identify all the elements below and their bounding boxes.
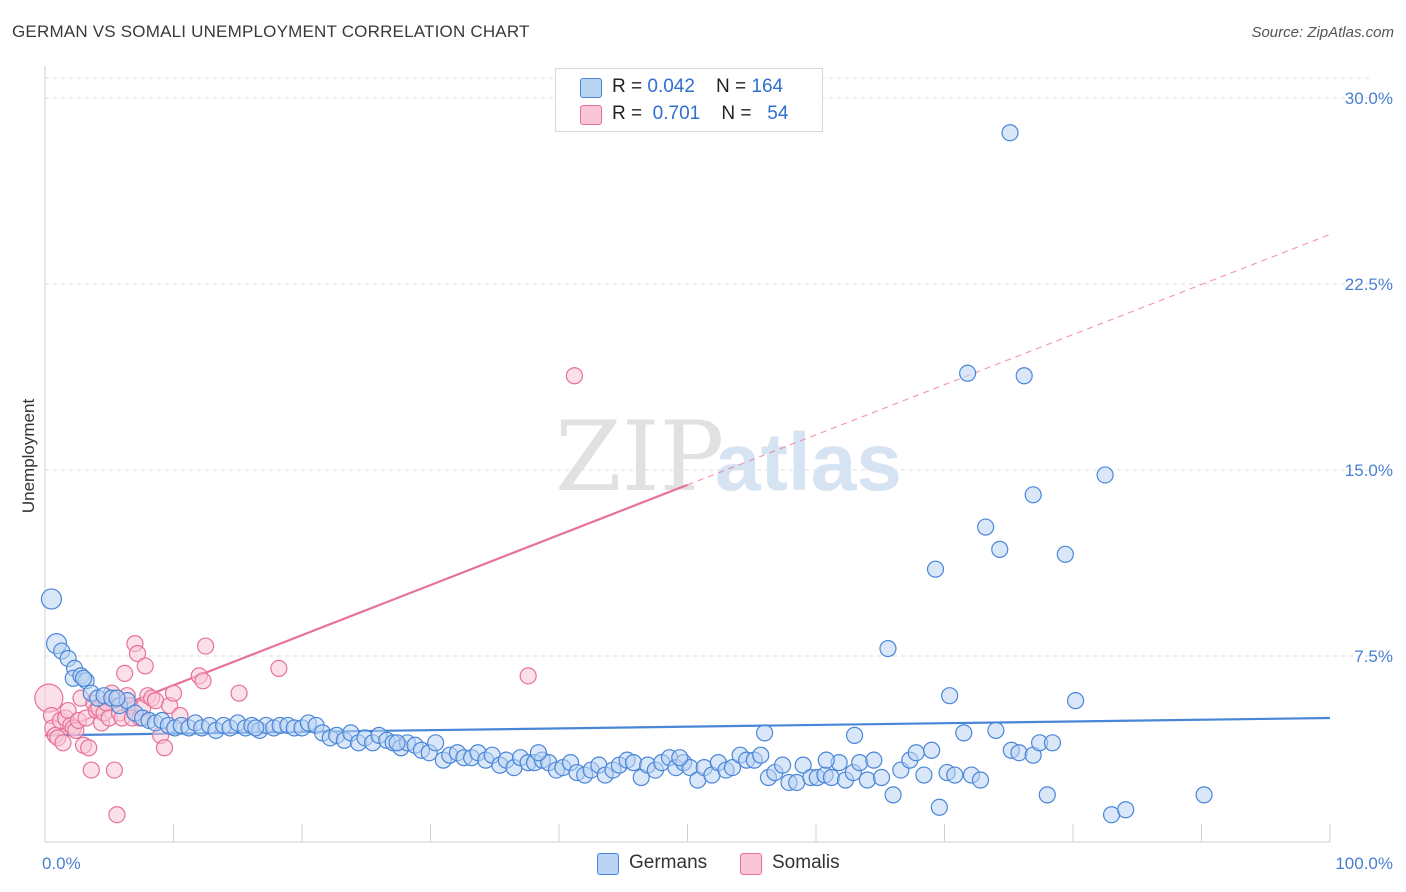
legend-somalis-r-value: 0.701 bbox=[652, 103, 701, 124]
watermark-zip: ZIP bbox=[555, 401, 724, 513]
bottom-somalis-swatch bbox=[740, 853, 762, 875]
germans-swatch bbox=[580, 78, 602, 98]
german-point-161 bbox=[247, 719, 265, 737]
tick-labels: 7.5% 15.0% 22.5% 30.0% 0.0% 100.0% bbox=[42, 89, 1393, 873]
y-tick-label-0: 7.5% bbox=[1354, 647, 1393, 666]
legend-germans-n-label: N = bbox=[716, 76, 752, 97]
german-point-85 bbox=[624, 754, 643, 772]
legend-germans-r-value: 0.042 bbox=[647, 76, 695, 97]
german-point-127 bbox=[930, 798, 948, 816]
somali-point-26 bbox=[105, 761, 123, 779]
german-point-155 bbox=[1117, 801, 1135, 819]
legend-germans-r-label: R = bbox=[612, 76, 648, 97]
german-point-147 bbox=[991, 540, 1009, 558]
somali-point-38 bbox=[136, 657, 154, 675]
german-point-156 bbox=[1195, 786, 1213, 804]
somali-point-53 bbox=[565, 367, 584, 385]
german-point-150 bbox=[1024, 486, 1042, 504]
legend-somalis-r-label: R = bbox=[612, 103, 648, 124]
german-point-142 bbox=[879, 639, 897, 658]
german-point-160 bbox=[388, 734, 406, 752]
german-point-140 bbox=[755, 724, 774, 742]
y-tick-label-2: 22.5% bbox=[1345, 275, 1393, 294]
legend-somalis-n-value: 54 bbox=[767, 103, 789, 124]
german-point-135 bbox=[1010, 744, 1028, 762]
german-point-113 bbox=[822, 768, 841, 787]
german-point-103 bbox=[752, 746, 770, 764]
german-point-145 bbox=[959, 364, 977, 382]
german-point-133 bbox=[987, 721, 1005, 740]
german-point-117 bbox=[851, 754, 869, 772]
somali-point-27 bbox=[108, 806, 126, 824]
german-point-0 bbox=[40, 588, 63, 610]
bottom-germans-label: Germans bbox=[629, 852, 708, 873]
german-point-162 bbox=[108, 689, 126, 707]
legend-germans-text: R = 0.042 N = 164 bbox=[612, 76, 783, 98]
german-point-109 bbox=[794, 756, 812, 774]
german-point-120 bbox=[872, 768, 891, 787]
legend-germans-n-value: 164 bbox=[751, 76, 784, 97]
german-point-143 bbox=[926, 560, 945, 578]
german-point-126 bbox=[923, 741, 941, 759]
german-point-138 bbox=[1038, 786, 1056, 804]
german-point-125 bbox=[915, 766, 933, 784]
german-point-151 bbox=[1056, 545, 1074, 563]
german-point-106 bbox=[773, 756, 792, 774]
somali-point-6 bbox=[54, 734, 72, 752]
somali-point-52 bbox=[519, 667, 537, 685]
somali-point-51 bbox=[270, 659, 288, 678]
german-point-139 bbox=[1043, 734, 1062, 752]
source-label: Source: ZipAtlas.com bbox=[1251, 24, 1394, 41]
german-point-152 bbox=[1066, 692, 1085, 710]
german-point-130 bbox=[955, 724, 973, 742]
german-point-129 bbox=[946, 766, 964, 784]
x-tick-label-0: 0.0% bbox=[42, 854, 81, 873]
german-point-121 bbox=[884, 786, 902, 804]
german-point-146 bbox=[977, 518, 995, 536]
somali-point-49 bbox=[197, 637, 215, 655]
somalis-swatch bbox=[580, 105, 602, 125]
german-point-144 bbox=[941, 687, 959, 705]
german-point-119 bbox=[865, 751, 883, 769]
bottom-somalis-label: Somalis bbox=[772, 852, 840, 873]
german-point-153 bbox=[1096, 466, 1114, 484]
legend-somalis-n-label: N = bbox=[721, 103, 757, 124]
german-point-148 bbox=[1001, 124, 1019, 142]
somali-point-17 bbox=[82, 761, 100, 779]
germans-points bbox=[40, 124, 1213, 824]
y-tick-label-3: 30.0% bbox=[1345, 89, 1393, 108]
somali-point-30 bbox=[116, 664, 134, 682]
somali-point-35 bbox=[128, 644, 147, 663]
grid-lines bbox=[45, 77, 1370, 657]
correlation-legend: R = 0.042 N = 164 R = 0.701 N = 54 bbox=[555, 68, 823, 132]
somali-point-16 bbox=[80, 739, 98, 757]
german-point-163 bbox=[74, 669, 93, 687]
somali-point-43 bbox=[155, 739, 174, 757]
german-point-99 bbox=[723, 758, 742, 777]
german-point-132 bbox=[971, 771, 990, 789]
y-axis-label: Unemployment bbox=[19, 399, 38, 514]
german-point-118 bbox=[858, 771, 877, 789]
german-point-141 bbox=[845, 726, 864, 744]
chart-title: GERMAN VS SOMALI UNEMPLOYMENT CORRELATIO… bbox=[12, 22, 530, 41]
y-tick-label-1: 15.0% bbox=[1345, 461, 1393, 480]
german-point-159 bbox=[529, 744, 548, 762]
trend-lines bbox=[44, 233, 1331, 737]
somali-point-45 bbox=[164, 684, 183, 702]
watermark-atlas: atlas bbox=[715, 417, 902, 508]
german-point-158 bbox=[671, 749, 689, 767]
watermark: ZIP atlas bbox=[555, 401, 902, 513]
german-point-57 bbox=[427, 734, 445, 752]
german-point-157 bbox=[817, 751, 835, 769]
german-point-149 bbox=[1015, 367, 1033, 385]
somali-point-50 bbox=[230, 684, 248, 702]
somalis-trend-line-dashed bbox=[687, 233, 1331, 486]
somali-point-48 bbox=[194, 672, 212, 690]
x-tick-label-1: 100.0% bbox=[1335, 854, 1393, 873]
bottom-germans-swatch bbox=[597, 853, 619, 875]
legend-somalis-text: R = 0.701 N = 54 bbox=[612, 103, 788, 125]
german-point-124 bbox=[907, 744, 925, 762]
